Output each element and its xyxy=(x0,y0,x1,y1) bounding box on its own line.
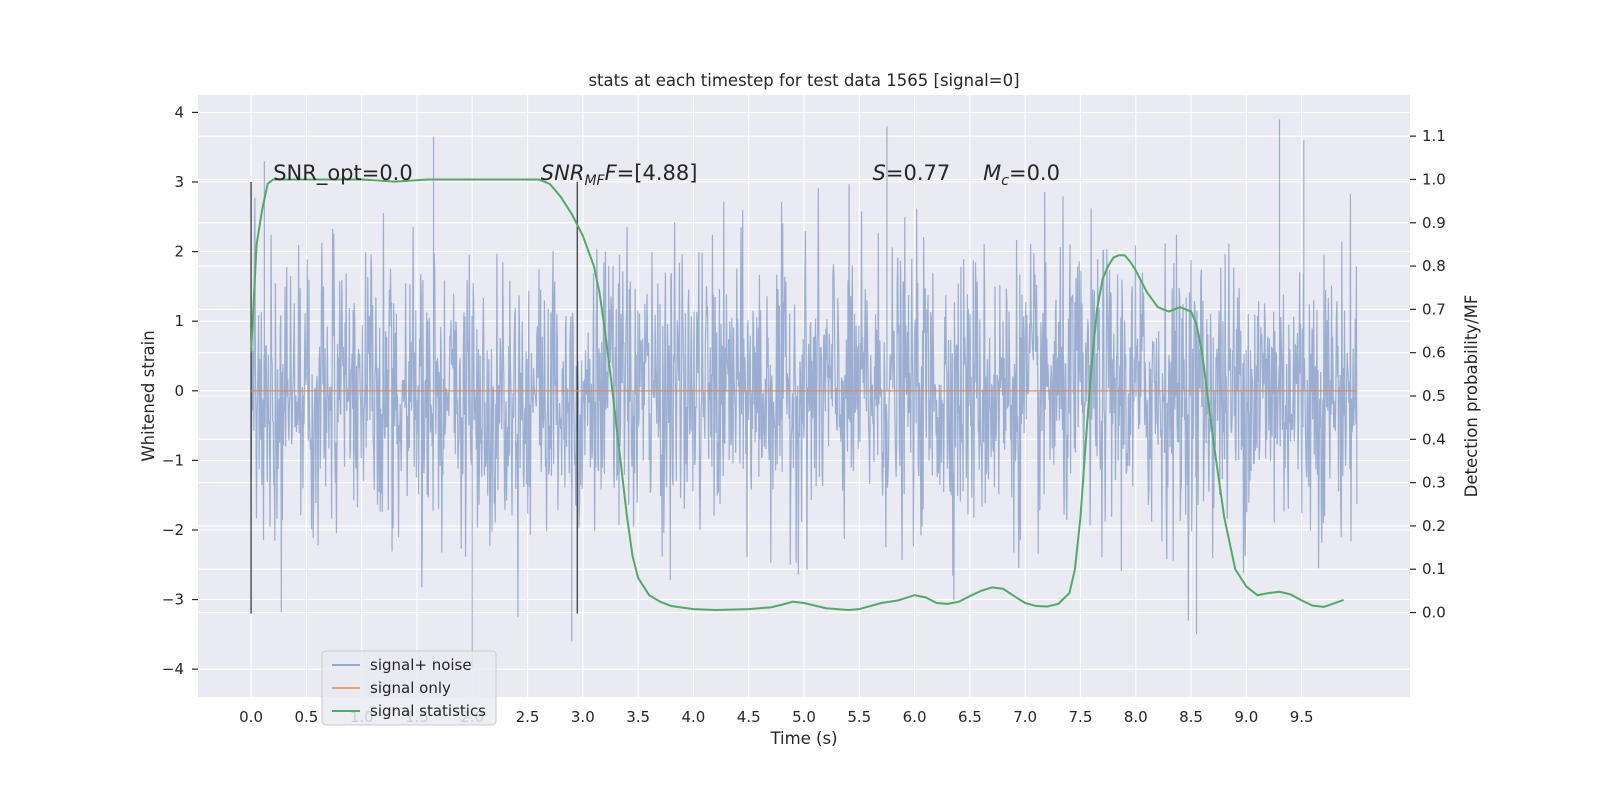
signal-statistics-line xyxy=(250,178,1344,611)
y-tick-label: −2 xyxy=(162,521,184,539)
y-right-tick-label: 1.0 xyxy=(1422,170,1446,188)
vertical-markers xyxy=(250,181,579,614)
y-axis-label: Whitened strain xyxy=(139,330,158,461)
y-right-tick-label: 0.3 xyxy=(1422,474,1446,492)
annotation-snr-mf-f: F xyxy=(605,161,618,185)
y-right-tick-label: 0.6 xyxy=(1422,344,1446,362)
chart-title: stats at each timestep for test data 156… xyxy=(588,71,1019,90)
legend-box xyxy=(321,650,497,726)
annotation-snr-mf: SNRMFF=[4.88] xyxy=(541,161,698,189)
y-right-tick-label: 0.5 xyxy=(1422,387,1446,405)
y-tick-label: 4 xyxy=(174,103,184,121)
annotation-mc-base: M xyxy=(983,161,1001,185)
y-tick-label: −4 xyxy=(162,660,184,678)
x-tick-label: 0.5 xyxy=(294,708,318,726)
annotation-s-value: =0.77 xyxy=(886,161,950,185)
x-tick-label: 5.5 xyxy=(847,708,871,726)
legend-label: signal statistics xyxy=(370,702,486,720)
series-signal-noise xyxy=(250,119,1358,670)
x-tick-label: 4.0 xyxy=(681,708,705,726)
annotations: SNR_opt=0.0 SNRMFF=[4.88] S=0.77 Mc=0.0 xyxy=(273,161,1060,189)
x-tick-label: 8.0 xyxy=(1124,708,1148,726)
x-tick-label: 6.5 xyxy=(958,708,982,726)
x-tick-label: 5.0 xyxy=(792,708,816,726)
axes-ticks: 0.00.51.01.52.02.53.03.54.04.55.05.56.06… xyxy=(162,103,1446,726)
y-tick-label: −1 xyxy=(162,451,184,469)
x-tick-label: 3.0 xyxy=(571,708,595,726)
x-tick-label: 9.5 xyxy=(1290,708,1314,726)
annotation-snr-opt: SNR_opt=0.0 xyxy=(273,161,413,186)
annotation-mc-sub: c xyxy=(1001,173,1009,189)
annotation-snr-mf-value: =[4.88] xyxy=(617,161,698,185)
y-right-tick-label: 0.2 xyxy=(1422,517,1446,535)
y-tick-label: 2 xyxy=(174,243,184,261)
y-right-tick-label: 0.0 xyxy=(1422,604,1446,622)
signal-noise-line xyxy=(250,119,1358,670)
legend-label: signal+ noise xyxy=(370,656,472,674)
y-right-tick-label: 0.9 xyxy=(1422,214,1446,232)
y-right-tick-label: 0.8 xyxy=(1422,257,1446,275)
right-y-axis-label: Detection probability/MF xyxy=(1462,295,1481,498)
annotation-s: S=0.77 xyxy=(873,161,951,185)
x-tick-label: 9.0 xyxy=(1234,708,1258,726)
y-tick-label: 1 xyxy=(174,312,184,330)
legend: signal+ noise signal only signal statistic… xyxy=(321,650,497,726)
y-tick-label: −3 xyxy=(162,591,184,609)
x-tick-label: 0.0 xyxy=(239,708,263,726)
annotation-snr-mf-sub: MF xyxy=(584,173,605,189)
y-right-tick-label: 1.1 xyxy=(1422,127,1446,145)
x-axis-label: Time (s) xyxy=(769,729,837,748)
y-right-tick-label: 0.4 xyxy=(1422,430,1446,448)
y-right-tick-label: 0.7 xyxy=(1422,300,1446,318)
x-tick-label: 4.5 xyxy=(737,708,761,726)
x-tick-label: 8.5 xyxy=(1179,708,1203,726)
x-tick-label: 7.0 xyxy=(1013,708,1037,726)
x-tick-label: 3.5 xyxy=(626,708,650,726)
x-tick-label: 7.5 xyxy=(1069,708,1093,726)
y-tick-label: 0 xyxy=(174,382,184,400)
annotation-s-var: S xyxy=(873,161,886,185)
y-right-tick-label: 0.1 xyxy=(1422,560,1446,578)
line-layer xyxy=(250,178,1357,611)
x-tick-label: 6.0 xyxy=(903,708,927,726)
annotation-mc-value: =0.0 xyxy=(1009,161,1060,185)
y-tick-label: 3 xyxy=(174,173,184,191)
annotation-snr-mf-base: SNR xyxy=(541,161,585,185)
legend-label: signal only xyxy=(370,679,451,697)
x-tick-label: 2.5 xyxy=(516,708,540,726)
annotation-mc: Mc=0.0 xyxy=(983,161,1060,189)
